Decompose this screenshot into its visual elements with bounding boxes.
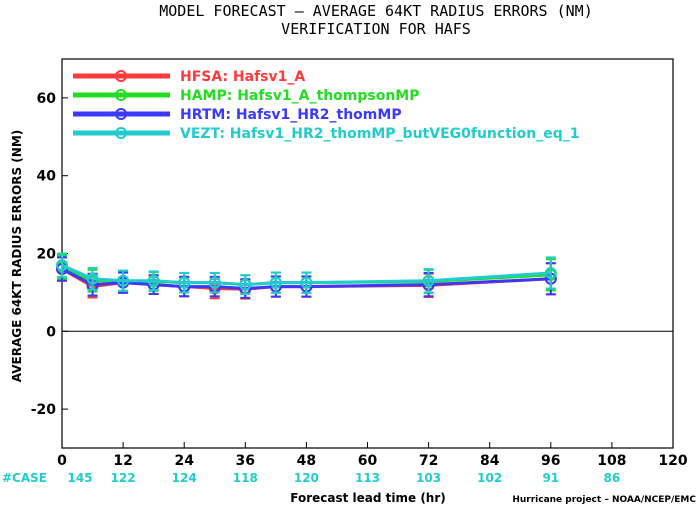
y-tick-label: 60 bbox=[37, 91, 57, 107]
data-point bbox=[86, 272, 99, 285]
legend-marker bbox=[115, 127, 127, 139]
y-tick-label: -20 bbox=[31, 402, 57, 418]
legend-marker bbox=[115, 70, 127, 82]
data-point bbox=[117, 274, 130, 287]
y-tick-label: 0 bbox=[46, 324, 56, 340]
chart-subtitle: VERIFICATION FOR HAFS bbox=[281, 20, 471, 38]
data-point bbox=[178, 276, 191, 289]
legend-label: HRTM: Hafsv1_HR2_thomMP bbox=[180, 107, 402, 123]
case-count: 102 bbox=[477, 471, 502, 485]
legend-item-hrtm: HRTM: Hafsv1_HR2_thomMP bbox=[73, 107, 402, 123]
x-tick-label: 72 bbox=[419, 453, 438, 469]
x-tick-label: 96 bbox=[541, 453, 560, 469]
x-tick-label: 60 bbox=[358, 453, 378, 469]
x-tick-label: 24 bbox=[174, 453, 194, 469]
x-tick-label: 48 bbox=[297, 453, 316, 469]
case-count: 113 bbox=[355, 471, 380, 485]
legend-label: HAMP: Hafsv1_A_thompsonMP bbox=[180, 88, 420, 104]
legend-item-hfsa: HFSA: Hafsv1_A bbox=[73, 69, 305, 85]
data-point bbox=[208, 276, 221, 289]
x-tick-label: 0 bbox=[57, 453, 67, 469]
y-axis-ticks: -20 0 20 40 60 bbox=[31, 91, 68, 418]
data-point bbox=[544, 266, 557, 279]
data-point bbox=[269, 276, 282, 289]
case-count: 86 bbox=[604, 471, 621, 485]
legend: HFSA: Hafsv1_A HAMP: Hafsv1_A_thompsonMP H… bbox=[73, 69, 580, 142]
x-tick-label: 12 bbox=[113, 453, 132, 469]
data-point bbox=[239, 278, 252, 291]
series-vezt bbox=[56, 252, 557, 295]
x-tick-label: 84 bbox=[480, 453, 500, 469]
chart-title: MODEL FORECAST – AVERAGE 64KT RADIUS ERR… bbox=[159, 2, 592, 20]
case-count: 122 bbox=[111, 471, 136, 485]
case-counts: #CASE 145 122 124 118 120 113 103 102 91 86 bbox=[2, 471, 620, 485]
legend-marker bbox=[115, 108, 127, 120]
x-tick-label: 36 bbox=[236, 453, 255, 469]
legend-label: HFSA: Hafsv1_A bbox=[180, 69, 305, 85]
credit-text: Hurricane project – NOAA/NCEP/EMC bbox=[512, 495, 696, 505]
data-point bbox=[56, 259, 68, 272]
case-count: 103 bbox=[416, 471, 441, 485]
case-count: 120 bbox=[294, 471, 319, 485]
case-count: 145 bbox=[67, 471, 92, 485]
legend-marker bbox=[115, 89, 127, 101]
x-tick-label: 108 bbox=[597, 453, 626, 469]
data-point bbox=[300, 276, 313, 289]
case-label: #CASE bbox=[2, 471, 47, 485]
case-count: 91 bbox=[542, 471, 559, 485]
case-count: 118 bbox=[233, 471, 258, 485]
legend-item-hamp: HAMP: Hafsv1_A_thompsonMP bbox=[73, 88, 420, 104]
y-axis-label: AVERAGE 64KT RADIUS ERRORS (NM) bbox=[10, 130, 24, 382]
y-tick-label: 20 bbox=[37, 247, 57, 263]
legend-item-vezt: VEZT: Hafsv1_HR2_thomMP_butVEG0function_… bbox=[73, 126, 580, 142]
data-point bbox=[147, 274, 160, 287]
y-tick-label: 40 bbox=[37, 169, 57, 185]
data-point bbox=[422, 274, 435, 287]
x-axis-ticks: 0 12 24 36 48 60 72 84 96 108 120 bbox=[57, 442, 688, 469]
legend-label: VEZT: Hafsv1_HR2_thomMP_butVEG0function_… bbox=[180, 126, 580, 142]
case-count: 124 bbox=[172, 471, 197, 485]
series-layer bbox=[56, 252, 557, 300]
x-tick-label: 120 bbox=[658, 453, 687, 469]
x-axis-label: Forecast lead time (hr) bbox=[290, 491, 446, 505]
